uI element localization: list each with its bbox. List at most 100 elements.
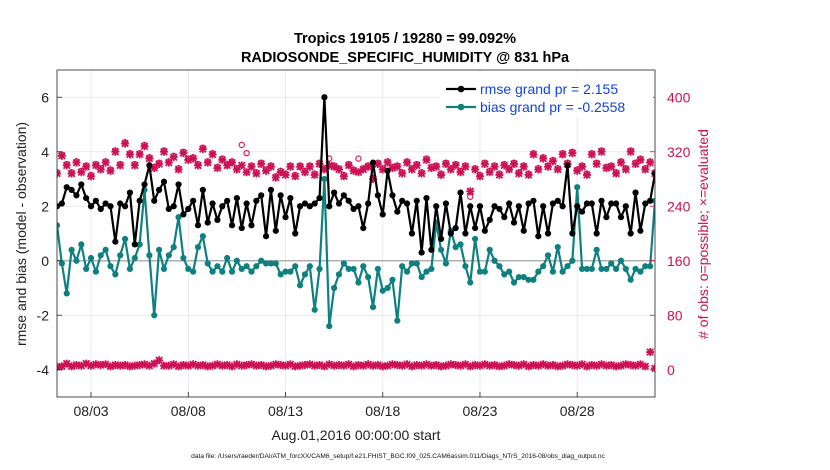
obs-count-low-point [388,360,397,369]
bias-point [219,268,226,275]
bias-point [637,268,644,275]
obs-count-low-point [135,360,144,369]
obs-count-low-point [485,361,494,370]
bias-point [603,265,610,273]
rmse-point [301,200,309,207]
bias-point [355,279,362,286]
bias-point [384,284,391,292]
rmse-point [272,227,279,234]
y-right-tick-label: 160 [667,253,691,269]
bias-point [316,265,323,273]
rmse-point [423,194,430,202]
bias-point [214,263,221,270]
rmse-point [486,216,493,223]
obs-evaluated-point [495,170,504,179]
obs-count-low-point [534,361,543,370]
rmse-point [248,222,255,229]
obs-count-low-point [636,360,645,369]
rmse-point [651,170,655,177]
obs-count-low-point [597,360,606,369]
obs-count-low-point [383,361,392,370]
obs-count-low-point [145,361,154,370]
y-left-tick-label: 0 [41,253,49,269]
rmse-point [491,203,498,210]
obs-count-low-point [310,361,319,370]
obs-evaluated-point [369,175,378,183]
obs-count-low-point [325,360,334,369]
rmse-point [214,216,221,223]
rmse-point [306,203,313,210]
bias-point [408,260,416,267]
bias-point [175,214,182,221]
rmse-point [224,197,231,204]
bias-point [92,268,99,275]
rmse-point [598,197,605,204]
obs-evaluated-point [91,161,100,170]
bias-point [389,276,396,283]
rmse-point [549,200,557,207]
bias-point [613,265,620,273]
obs-count-low-point [218,361,227,370]
obs-count-low-point [412,360,421,369]
rmse-point [331,189,338,196]
rmse-point [58,200,65,207]
rmse-point [627,230,634,237]
obs-evaluated-point [437,170,446,179]
obs-evaluated-point [300,168,309,177]
plot-area [57,70,655,397]
rmse-point [165,205,172,213]
bias-point [262,260,270,267]
rmse-point [78,181,85,188]
rmse-point [389,192,396,199]
obs-evaluated-point [237,161,246,170]
obs-count-low-point [203,362,212,371]
rmse-point [345,197,352,204]
obs-count-low-point [305,360,314,369]
rmse-point [267,186,275,193]
y-left-tick-label: -4 [37,362,50,378]
rmse-point [170,203,177,210]
obs-count-low-point [213,360,222,369]
rmse-point [613,200,620,207]
rmse-point [608,200,615,207]
obs-count-low-point [349,362,358,371]
obs-evaluated-point [339,172,348,181]
bias-point [146,252,153,259]
obs-count-low-point [446,360,455,369]
obs-evaluated-point [286,162,295,171]
rmse-point [243,200,250,207]
obs-evaluated-point [393,162,402,171]
obs-evaluated-point [417,169,426,178]
bias-point [185,265,192,273]
obs-evaluated-point [72,158,81,167]
rmse-point [496,205,503,213]
bias-point [559,268,566,275]
bias-point [301,271,309,278]
rmse-point [258,192,265,199]
obs-count-low-point [568,360,577,369]
bias-point [58,260,65,267]
obs-count-low-point [553,362,562,371]
obs-count-low-point [456,361,465,370]
rmse-point [428,246,435,253]
obs-count-low-point [422,360,431,369]
rmse-point [622,203,629,210]
bias-point [83,265,90,273]
rmse-point [194,222,202,229]
obs-evaluated-point [305,162,314,171]
obs-evaluated-point [213,164,222,173]
obs-count-low-point [378,362,387,371]
obs-evaluated-point [646,158,655,167]
obs-evaluated-point [67,169,76,178]
rmse-point [311,200,318,207]
obs-evaluated-point [422,155,431,164]
rmse-point [530,197,537,204]
obs-evaluated-point [510,160,519,169]
bias-point [423,268,430,275]
y-axis-right-ticks: 0 80 160 240 320 400 [650,89,691,378]
y-right-tick-label: 240 [667,198,691,214]
obs-possible-point [243,149,250,157]
obs-evaluated-point [500,161,509,170]
obs-count-low-point [573,361,582,370]
obs-count-low-point [432,360,441,369]
